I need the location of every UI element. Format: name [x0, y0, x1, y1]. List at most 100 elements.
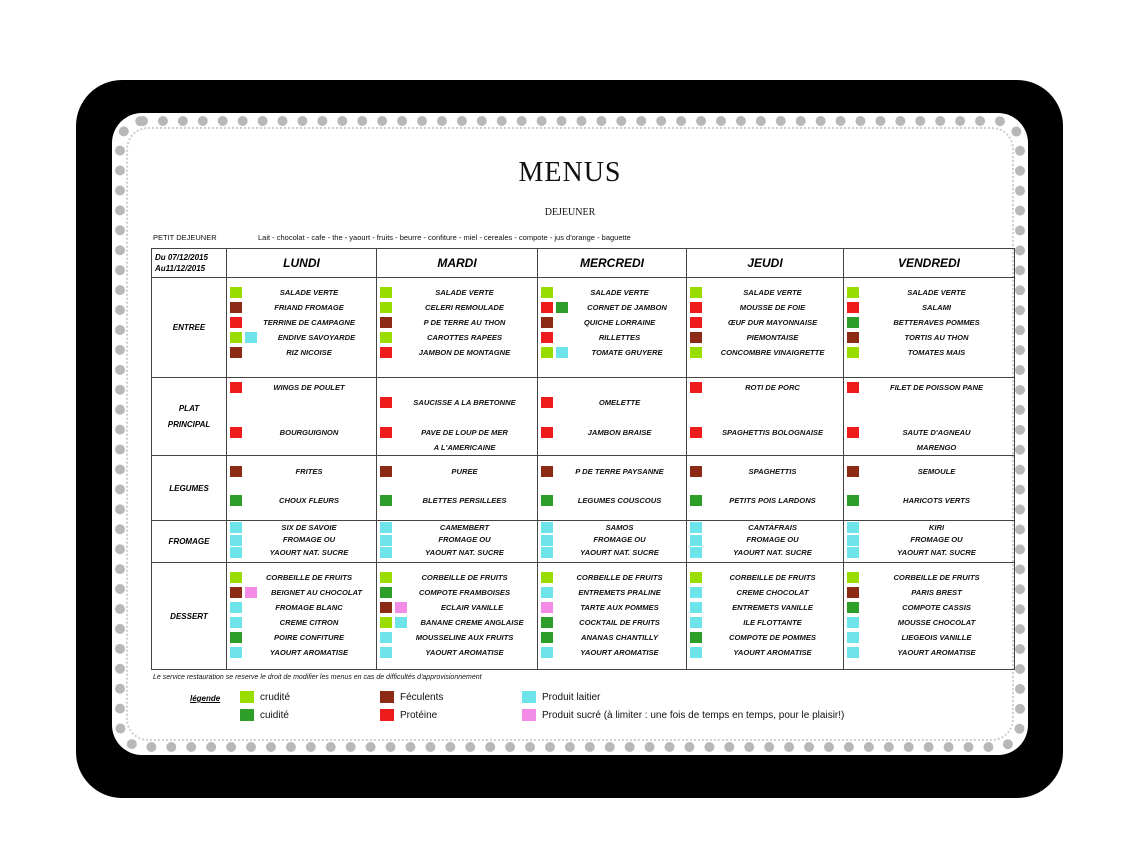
color-tag-feculents	[847, 332, 859, 343]
menu-item: SALADE VERTE	[844, 286, 1014, 299]
menu-item: PARIS BREST	[844, 586, 1014, 599]
menu-item-label: A L'AMERICAINE	[433, 442, 496, 452]
menu-item-label: ENDIVE SAVOYARDE	[277, 332, 356, 342]
menu-item-label: SAUCISSE A LA BRETONNE	[413, 397, 516, 407]
menu-item-label: BEIGNET AU CHOCOLAT	[270, 587, 363, 597]
menu-item: COCKTAIL DE FRUITS	[538, 616, 686, 629]
menu-item-label: SALADE VERTE	[279, 287, 339, 297]
cell-plat-jeudi: ROTI DE PORC SPAGHETTIS BOLOGNAISE	[686, 377, 844, 456]
menu-item: YAOURT AROMATISE	[687, 646, 843, 659]
cell-fromage-vendredi: KIRI FROMAGE OU YAOURT NAT. SUCRE	[843, 520, 1015, 563]
menu-item-label: CREME CITRON	[279, 617, 339, 627]
color-tag-feculents	[380, 602, 392, 613]
menu-content: MENUS DEJEUNER PETIT DEJEUNER Lait - cho…	[128, 135, 1015, 727]
meal-subtitle: DEJEUNER	[544, 207, 596, 218]
menu-item: CELERI REMOULADE	[377, 301, 537, 314]
day-header-lundi: LUNDI	[226, 248, 377, 278]
color-tag-laitier	[230, 602, 242, 613]
header-row: Du 07/12/2015 Au11/12/2015 LUNDI MARDI M…	[151, 248, 1015, 278]
cell-entree-mardi: SALADE VERTE CELERI REMOULADE P DE TERRE A…	[376, 277, 538, 378]
menu-item-label: HARICOTS VERTS	[903, 495, 970, 505]
color-tag-crudite	[847, 287, 859, 298]
menu-item-label: TOMATE GRUYERE	[591, 347, 663, 357]
menu-item-label: TOMATES MAIS	[907, 347, 966, 357]
menu-item-label: PARIS BREST	[911, 587, 962, 597]
menu-item: A L'AMERICAINE	[377, 441, 537, 454]
menu-item-label: MOUSSE DE FOIE	[739, 302, 806, 312]
color-tag-proteine	[230, 317, 242, 328]
color-tag-cuidite	[690, 632, 702, 643]
menu-item-label: YAOURT AROMATISE	[580, 647, 659, 657]
menu-item: CAMEMBERT	[377, 521, 537, 534]
legend-swatch-proteine	[380, 709, 394, 721]
color-tag-laitier	[230, 617, 242, 628]
cell-fromage-lundi: SIX DE SAVOIE FROMAGE OU YAOURT NAT. SUCRE	[226, 520, 377, 563]
menu-item: SALAMI	[844, 301, 1014, 314]
menu-item: PUREE	[377, 465, 537, 478]
menu-item-label: BOURGUIGNON	[279, 427, 339, 437]
menu-item: CORBEILLE DE FRUITS	[538, 571, 686, 584]
color-tag-cuidite	[690, 495, 702, 506]
color-tag-proteine	[541, 427, 553, 438]
menu-item-label: PUREE	[451, 466, 478, 476]
color-tag-laitier	[380, 522, 392, 533]
color-tag-feculents	[380, 466, 392, 477]
legend-laitier: Produit laitier	[522, 691, 600, 703]
menu-item-label: CREME CHOCOLAT	[736, 587, 809, 597]
menu-item: BANANE CREME ANGLAISE	[377, 616, 537, 629]
menu-item: TOMATES MAIS	[844, 346, 1014, 359]
category-legumes: LEGUMES	[151, 455, 227, 521]
menu-item: TARTE AUX POMMES	[538, 601, 686, 614]
menu-item: QUICHE LORRAINE	[538, 316, 686, 329]
color-tag-proteine	[847, 382, 859, 393]
cell-dessert-vendredi: CORBEILLE DE FRUITS PARIS BREST COMPOTE CA…	[843, 562, 1015, 670]
menu-item: BOURGUIGNON	[227, 426, 376, 439]
day-header-vendredi: VENDREDI	[843, 248, 1015, 278]
menu-item: SPAGHETTIS BOLOGNAISE	[687, 426, 843, 439]
color-tag-feculents	[230, 347, 242, 358]
menu-item-label: BLETTES PERSILLEES	[422, 495, 507, 505]
color-tag-crudite	[380, 332, 392, 343]
menu-item-label: FROMAGE OU	[438, 535, 491, 544]
menu-item-label: P DE TERRE AU THON	[423, 317, 506, 327]
menu-item: YAOURT NAT. SUCRE	[227, 546, 376, 559]
menu-item: ENTREMETS PRALINE	[538, 586, 686, 599]
legend-feculents: Féculents	[380, 691, 443, 703]
color-tag-crudite	[847, 572, 859, 583]
color-tag-crudite	[690, 287, 702, 298]
color-tag-laitier	[245, 332, 257, 343]
color-tag-feculents	[690, 466, 702, 477]
menu-item: CREME CHOCOLAT	[687, 586, 843, 599]
menu-item-label: FROMAGE BLANC	[275, 602, 343, 612]
menu-item-label: SEMOULE	[917, 466, 956, 476]
menu-item: WINGS DE POULET	[227, 381, 376, 394]
color-tag-laitier	[847, 632, 859, 643]
color-tag-proteine	[230, 427, 242, 438]
menu-item: YAOURT NAT. SUCRE	[377, 546, 537, 559]
menu-item: FROMAGE OU	[227, 534, 376, 547]
menu-item-label: CORBEILLE DE FRUITS	[893, 572, 980, 582]
color-tag-feculents	[541, 317, 553, 328]
menu-item: SAMOS	[538, 521, 686, 534]
breakfast-line: PETIT DEJEUNER Lait - chocolat - cafe - …	[153, 233, 1012, 242]
menu-item-label: FROMAGE OU	[593, 535, 646, 544]
menu-item: YAOURT AROMATISE	[227, 646, 376, 659]
cell-plat-vendredi: FILET DE POISSON PANE SAUTE D'AGNEAU MAREN…	[843, 377, 1015, 456]
menu-item-label: FRITES	[295, 466, 323, 476]
color-tag-proteine	[847, 427, 859, 438]
color-tag-crudite	[380, 302, 392, 313]
legend-proteine: Protéine	[380, 709, 437, 721]
legend-swatch-feculents	[380, 691, 394, 703]
menu-item-label: LEGUMES COUSCOUS	[577, 495, 662, 505]
menu-item-label: MARENGO	[916, 442, 957, 452]
color-tag-proteine	[380, 397, 392, 408]
color-tag-sucre	[245, 587, 257, 598]
menu-item-label: BETTERAVES POMMES	[893, 317, 980, 327]
color-tag-empty	[847, 442, 859, 453]
color-tag-crudite	[690, 572, 702, 583]
category-entree: ENTREE	[151, 277, 227, 378]
menu-item: YAOURT NAT. SUCRE	[844, 546, 1014, 559]
menu-item: TERRINE DE CAMPAGNE	[227, 316, 376, 329]
menu-item-label: SALADE VERTE	[435, 287, 494, 297]
dotted-border	[115, 116, 1025, 752]
